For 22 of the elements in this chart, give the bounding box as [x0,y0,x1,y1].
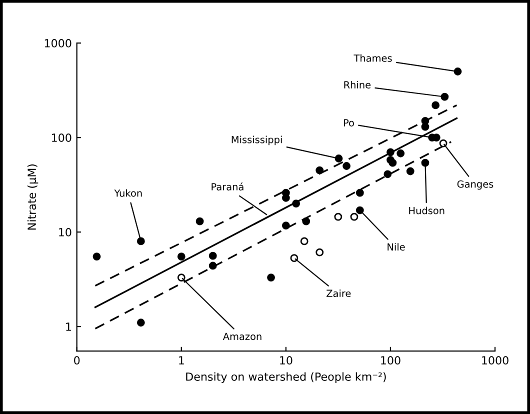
annotation: Hudson [409,206,444,214]
x-axis-title: Density on watershed (People km⁻²) [186,372,386,383]
x-tick-label: 1 [179,356,184,364]
annotation: Ganges [457,180,494,190]
annotation: Amazon [222,332,262,340]
annotation: Yukon [114,189,142,197]
annotation: Mississippi [232,136,282,146]
annotation: Zaire [326,290,351,298]
y-axis-title: Nitrate (μM) [27,164,38,230]
y-tick-label: 1000 [44,39,72,48]
y-tick-label: 100 [52,134,72,142]
x-tick-label: 10 [280,356,292,365]
annotation: Thames [354,54,392,62]
annotation: Rhine [344,80,371,88]
x-tick-label: 0 [74,356,80,365]
annotation: Nile [388,243,405,251]
annotation: Po [344,119,354,126]
y-tick-label: 10 [59,228,72,236]
x-tick-label: 100 [381,356,400,365]
annotation: Paraná [212,182,244,190]
x-tick-label: 1000 [482,356,508,365]
y-tick-label: 1 [66,322,71,331]
